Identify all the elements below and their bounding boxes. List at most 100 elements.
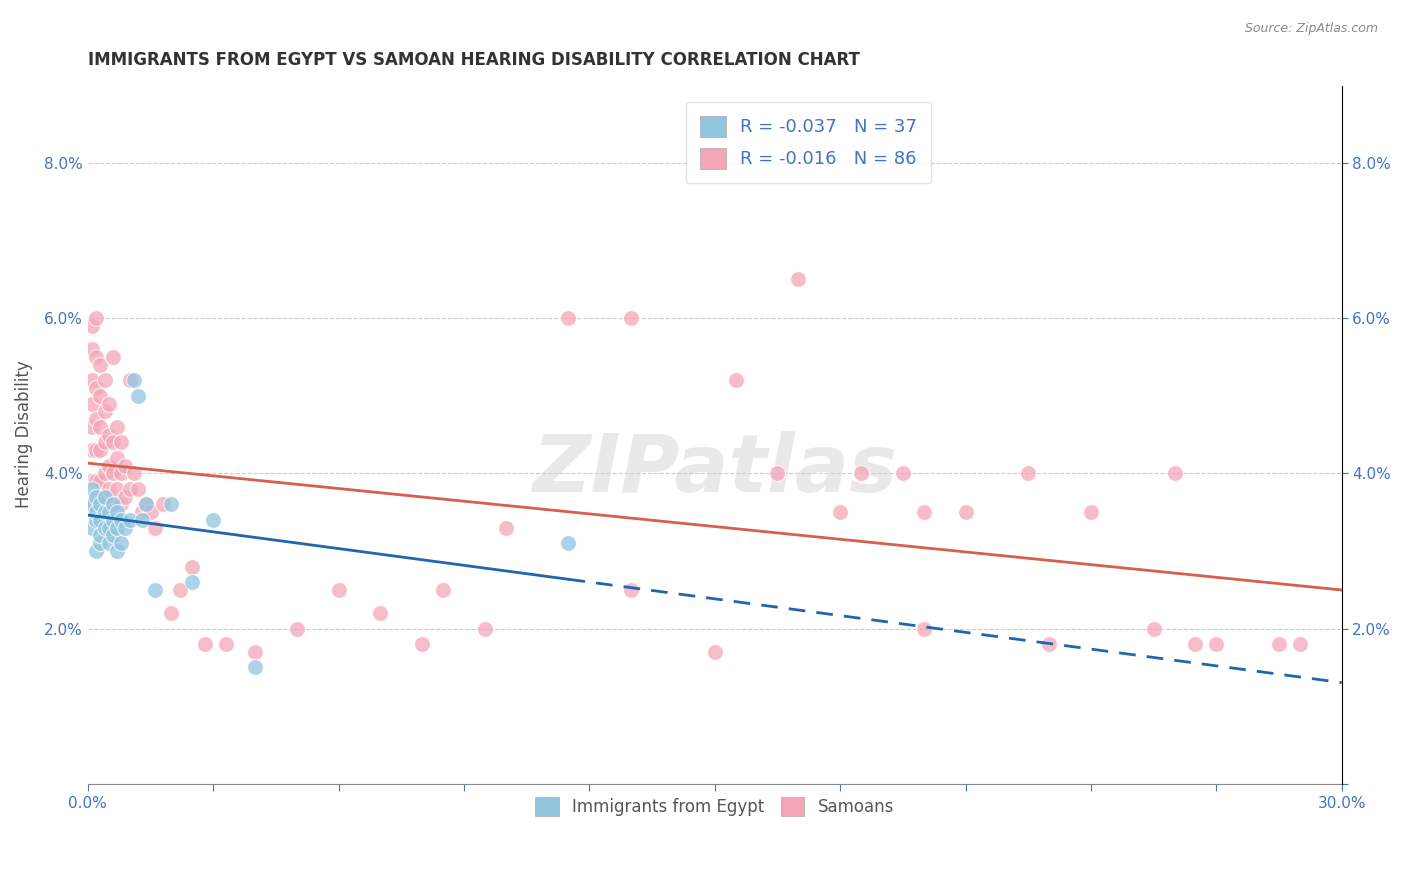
Point [1205,637,1227,651]
Point [84,474,107,488]
Point [105,505,128,519]
Point [89,498,111,512]
Point [169,582,191,597]
Point [101,498,124,512]
Point [97,521,120,535]
Point [114,490,136,504]
Point [93,521,115,535]
Point [101,350,124,364]
Point [139,505,162,519]
Point [135,498,157,512]
Point [557,311,579,326]
Point [724,373,747,387]
Point [89,498,111,512]
Point [620,311,643,326]
Point [89,513,111,527]
Point [93,490,115,504]
Point [84,513,107,527]
Point [80,420,103,434]
Point [89,443,111,458]
Point [105,420,128,434]
Point [93,467,115,481]
Point [194,637,217,651]
Point [80,318,103,333]
Point [1143,622,1166,636]
Point [84,505,107,519]
Point [1163,467,1185,481]
Point [84,505,107,519]
Point [80,443,103,458]
Point [80,474,103,488]
Point [243,660,266,674]
Point [620,582,643,597]
Point [84,443,107,458]
Point [557,536,579,550]
Point [849,467,872,481]
Point [215,637,238,651]
Point [101,513,124,527]
Point [143,582,166,597]
Point [143,521,166,535]
Point [114,521,136,535]
Point [1017,467,1039,481]
Point [243,645,266,659]
Point [84,490,107,504]
Point [97,482,120,496]
Point [93,490,115,504]
Point [118,373,141,387]
Point [787,272,810,286]
Point [89,528,111,542]
Point [105,450,128,465]
Point [495,521,517,535]
Point [160,606,183,620]
Point [93,373,115,387]
Point [89,474,111,488]
Point [110,536,132,550]
Point [432,582,454,597]
Point [97,536,120,550]
Point [89,358,111,372]
Point [160,498,183,512]
Point [84,350,107,364]
Point [131,513,153,527]
Point [131,505,153,519]
Point [105,544,128,558]
Point [118,482,141,496]
Point [766,467,789,481]
Point [110,498,132,512]
Point [118,513,141,527]
Point [411,637,433,651]
Point [80,343,103,357]
Point [830,505,852,519]
Point [955,505,977,519]
Point [80,482,103,496]
Point [89,389,111,403]
Point [122,373,145,387]
Point [101,528,124,542]
Point [80,373,103,387]
Point [285,622,308,636]
Point [152,498,174,512]
Point [1080,505,1102,519]
Point [89,420,111,434]
Y-axis label: Hearing Disability: Hearing Disability [15,360,32,508]
Text: ZIPatlas: ZIPatlas [533,431,897,508]
Point [80,498,103,512]
Point [84,311,107,326]
Point [84,544,107,558]
Point [110,467,132,481]
Point [84,412,107,426]
Point [912,505,935,519]
Point [93,505,115,519]
Point [328,582,350,597]
Point [80,521,103,535]
Point [110,513,132,527]
Point [80,498,103,512]
Point [703,645,725,659]
Point [97,505,120,519]
Point [101,498,124,512]
Point [110,435,132,450]
Point [105,482,128,496]
Text: IMMIGRANTS FROM EGYPT VS SAMOAN HEARING DISABILITY CORRELATION CHART: IMMIGRANTS FROM EGYPT VS SAMOAN HEARING … [87,51,859,69]
Point [97,458,120,473]
